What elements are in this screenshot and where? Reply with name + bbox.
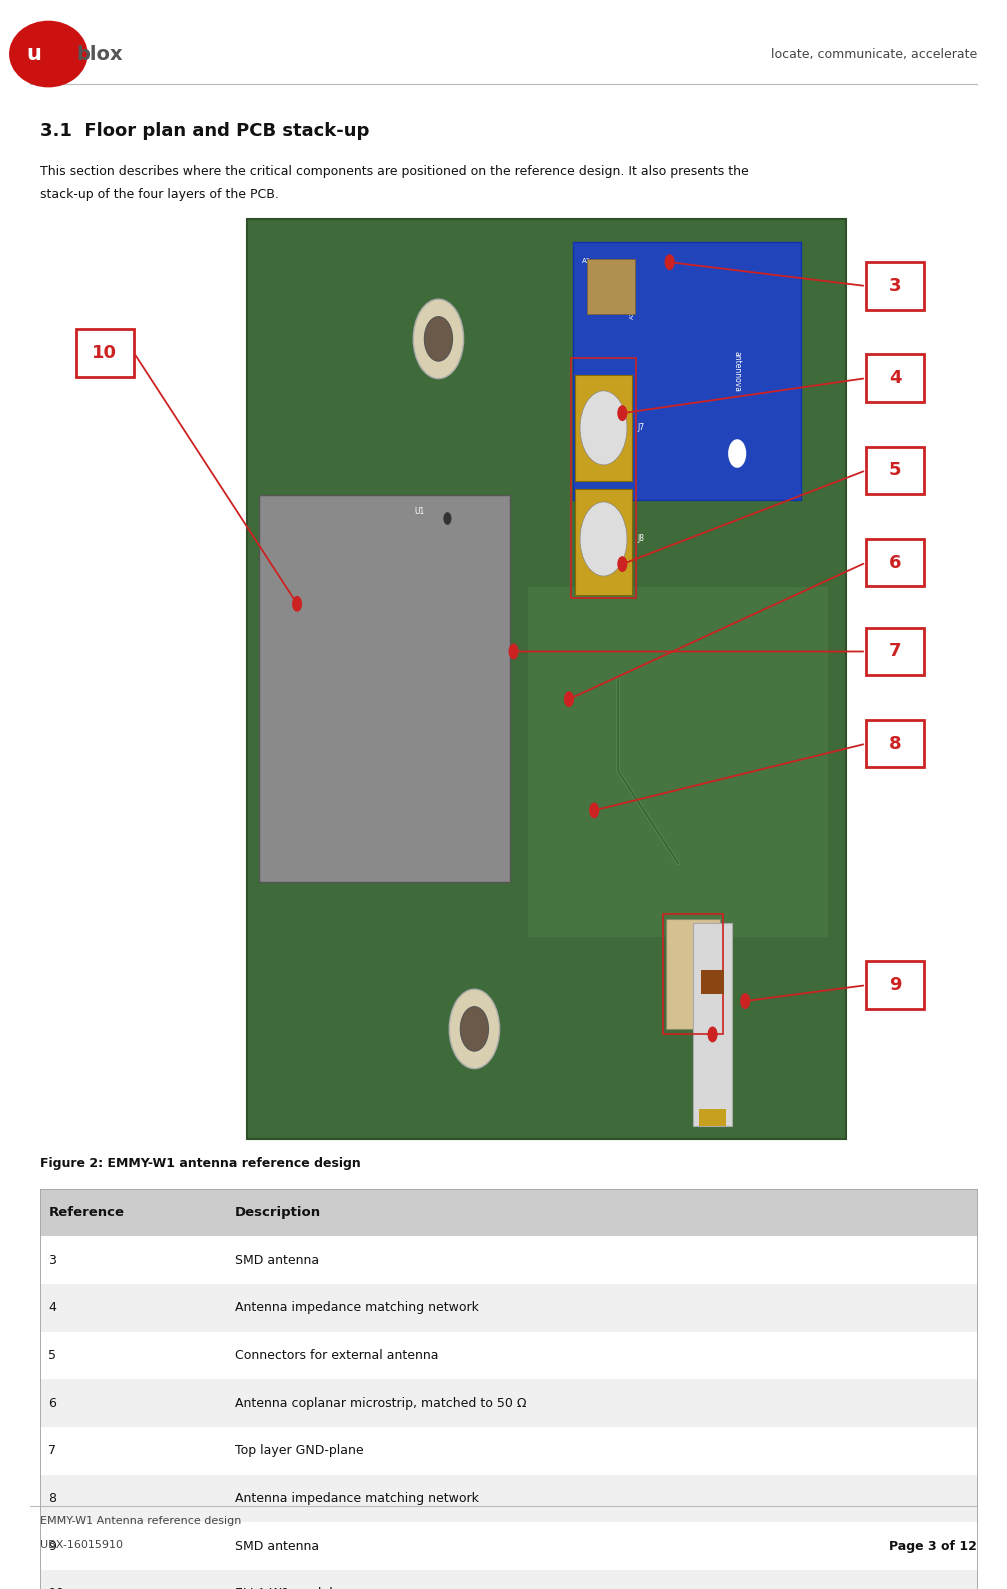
Bar (40, 1475, 977, 1522)
Bar (40, 1189, 977, 1236)
Text: 3.1  Floor plan and PCB stack-up: 3.1 Floor plan and PCB stack-up (40, 122, 370, 140)
Text: 5: 5 (889, 461, 901, 480)
Bar (587, 259, 634, 315)
Circle shape (443, 512, 451, 524)
Text: This section describes where the critical components are positioned on the refer: This section describes where the critica… (40, 165, 749, 178)
Bar (575, 489, 632, 594)
Text: ELLA-W1 module: ELLA-W1 module (235, 1587, 340, 1589)
Circle shape (740, 993, 750, 1009)
Text: Antenna coplanar microstrip, matched to 50 Ω: Antenna coplanar microstrip, matched to … (235, 1397, 526, 1409)
Bar (667, 918, 720, 1030)
Text: locate, communicate, accelerate: locate, communicate, accelerate (770, 48, 977, 60)
Text: Reference: Reference (48, 1206, 124, 1219)
Text: J7: J7 (637, 423, 644, 432)
Bar (40, 1189, 977, 1589)
Text: 7: 7 (889, 642, 901, 661)
Circle shape (509, 644, 519, 659)
Text: 9: 9 (48, 1540, 56, 1552)
Bar (40, 1284, 977, 1332)
Circle shape (665, 254, 675, 270)
Text: A1: A1 (582, 257, 592, 264)
Circle shape (580, 502, 627, 577)
Text: U1: U1 (415, 507, 425, 516)
Text: Top layer GND-plane: Top layer GND-plane (235, 1444, 364, 1457)
Bar (866, 447, 924, 494)
Bar (40, 1332, 977, 1379)
Text: 6: 6 (889, 553, 901, 572)
Circle shape (728, 439, 746, 467)
Text: SMD antenna: SMD antenna (235, 1540, 319, 1552)
Text: 9: 9 (889, 976, 901, 995)
Text: J8: J8 (637, 534, 644, 543)
Text: 10: 10 (48, 1587, 64, 1589)
Bar (529, 588, 828, 938)
Circle shape (449, 990, 499, 1069)
Text: EMMY-W1 Antenna reference design: EMMY-W1 Antenna reference design (40, 1516, 242, 1525)
Bar (866, 354, 924, 402)
Bar (40, 1236, 977, 1284)
Text: Antenna impedance matching network: Antenna impedance matching network (235, 1301, 478, 1314)
Ellipse shape (9, 21, 88, 87)
Circle shape (460, 1007, 488, 1052)
Bar (701, 969, 724, 995)
Bar (573, 242, 801, 501)
Text: 5: 5 (48, 1349, 56, 1362)
Text: 3: 3 (889, 276, 901, 296)
Circle shape (424, 316, 452, 361)
Circle shape (708, 1026, 718, 1042)
Text: Description: Description (235, 1206, 321, 1219)
Circle shape (617, 405, 627, 421)
Bar (40, 1427, 977, 1475)
Bar (866, 539, 924, 586)
Circle shape (580, 391, 627, 466)
Text: blox: blox (77, 44, 123, 64)
Text: 4: 4 (889, 369, 901, 388)
Bar (40, 1570, 977, 1589)
Text: SMD antenna: SMD antenna (235, 1254, 319, 1266)
Text: A2: A2 (723, 947, 733, 957)
Text: Page 3 of 12: Page 3 of 12 (889, 1540, 977, 1552)
Bar (247, 219, 846, 1139)
Text: A10194: A10194 (630, 294, 635, 319)
Text: Figure 2: EMMY-W1 antenna reference design: Figure 2: EMMY-W1 antenna reference desi… (40, 1157, 362, 1170)
Bar (699, 1109, 726, 1125)
Circle shape (413, 299, 463, 378)
Text: 3: 3 (48, 1254, 56, 1266)
Bar (866, 720, 924, 767)
Circle shape (292, 596, 302, 612)
Bar (693, 923, 732, 1125)
Bar (663, 914, 723, 1034)
Text: Connectors for external antenna: Connectors for external antenna (235, 1349, 438, 1362)
Bar (866, 961, 924, 1009)
Text: 7: 7 (48, 1444, 56, 1457)
Text: 6: 6 (48, 1397, 56, 1409)
Bar (866, 628, 924, 675)
Text: stack-up of the four layers of the PCB.: stack-up of the four layers of the PCB. (40, 188, 279, 200)
Bar (571, 358, 636, 597)
Bar (866, 262, 924, 310)
Bar (575, 375, 632, 481)
Text: 10: 10 (93, 343, 117, 362)
Bar (40, 1522, 977, 1570)
Bar (76, 329, 134, 377)
Text: antennova: antennova (733, 351, 742, 391)
Text: UBX-16015910: UBX-16015910 (40, 1540, 123, 1549)
Text: u: u (27, 44, 41, 64)
Text: 8: 8 (48, 1492, 56, 1505)
Bar (259, 496, 511, 882)
Circle shape (589, 802, 599, 818)
Text: 4: 4 (48, 1301, 56, 1314)
Circle shape (617, 556, 627, 572)
Text: 8: 8 (889, 734, 901, 753)
Circle shape (564, 691, 574, 707)
Text: Antenna impedance matching network: Antenna impedance matching network (235, 1492, 478, 1505)
Bar (40, 1379, 977, 1427)
